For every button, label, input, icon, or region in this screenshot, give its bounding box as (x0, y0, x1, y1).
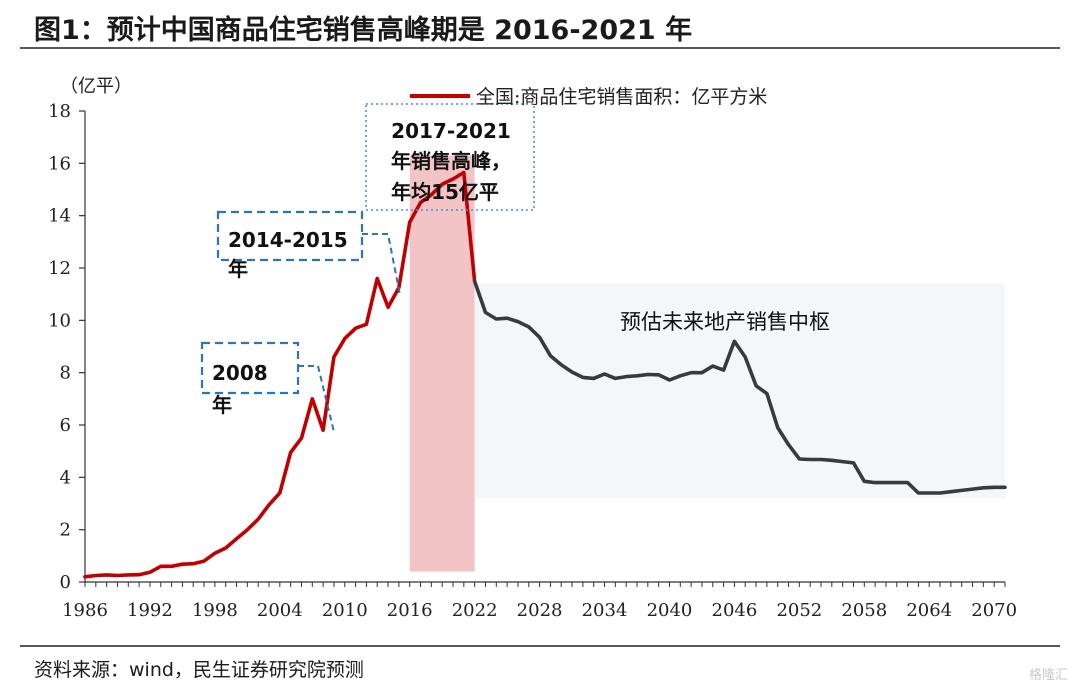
y-tick-label: 4 (60, 467, 71, 488)
peak-annotation-line: 2017-2021 (391, 119, 511, 143)
footer-divider (20, 645, 1060, 647)
legend: 全国:商品住宅销售面积：亿平方米 (410, 86, 767, 108)
callout-2014-pointer (362, 233, 401, 296)
page-title: 图1：预计中国商品住宅销售高峰期是 2016-2021 年 (34, 15, 693, 46)
forecast-band (474, 283, 1005, 499)
y-tick-label: 2 (60, 520, 71, 541)
y-tick-label: 8 (60, 363, 71, 384)
x-tick-label: 2028 (517, 600, 563, 621)
callout-2014-box (216, 210, 364, 262)
callout-2008-line: 年 (212, 393, 232, 417)
title-divider (20, 47, 1060, 49)
x-tick-label: 2058 (841, 600, 887, 621)
x-tick-label: 2052 (776, 600, 822, 621)
peak-annotation-box (365, 103, 535, 211)
x-tick-label: 2016 (387, 600, 433, 621)
x-tick-label: 2064 (906, 600, 952, 621)
y-tick-label: 10 (48, 310, 71, 331)
x-tick-label: 1992 (127, 600, 173, 621)
x-tick-label: 2010 (322, 600, 368, 621)
peak-period-band (409, 155, 475, 572)
y-tick-label: 0 (60, 572, 71, 593)
callout-2008-box (200, 341, 300, 395)
callout-2014-line: 年 (228, 257, 248, 281)
forecast-sales-line (472, 279, 1007, 495)
watermark: 格隆汇 (1028, 668, 1068, 683)
axes: 0 2 4 6 8 10 12 14 16 18 （亿平） 1986 1992 1998 2004 2010 2… (48, 76, 1017, 621)
x-tick-label: 2070 (971, 600, 1017, 621)
y-tick-label: 16 (48, 153, 71, 174)
source-note: 资料来源：wind，民生证券研究院预测 (34, 659, 364, 681)
x-tick-label: 2004 (257, 600, 303, 621)
y-tick-label: 12 (48, 258, 71, 279)
y-axis-label: （亿平） (60, 76, 132, 97)
x-tick-label: 2022 (452, 600, 498, 621)
annotations: 2017-2021年销售高峰，年均15亿平2014-2015年2008年预估未来… (200, 103, 830, 433)
x-tick-label: 2040 (647, 600, 693, 621)
x-tick-label: 1986 (62, 600, 108, 621)
x-tick-label: 2034 (582, 600, 628, 621)
x-tick-label: 1998 (192, 600, 238, 621)
y-tick-label: 18 (48, 101, 71, 122)
y-tick-label: 14 (48, 206, 71, 227)
y-tick-label: 6 (60, 415, 71, 436)
peak-annotation-line: 年销售高峰， (391, 149, 511, 173)
highlight-bands (409, 155, 1005, 572)
series-lines (83, 170, 1007, 579)
callout-2008-pointer (298, 365, 335, 433)
forecast-center-label: 预估未来地产销售中枢 (620, 310, 830, 334)
callout-2014-line: 2014-2015 (228, 228, 348, 252)
x-tick-label: 2046 (712, 600, 758, 621)
callout-2008-line: 2008 (212, 361, 268, 385)
historical-sales-line (83, 170, 477, 579)
peak-annotation-line: 年均15亿平 (391, 180, 499, 204)
legend-label: 全国:商品住宅销售面积：亿平方米 (476, 86, 767, 108)
